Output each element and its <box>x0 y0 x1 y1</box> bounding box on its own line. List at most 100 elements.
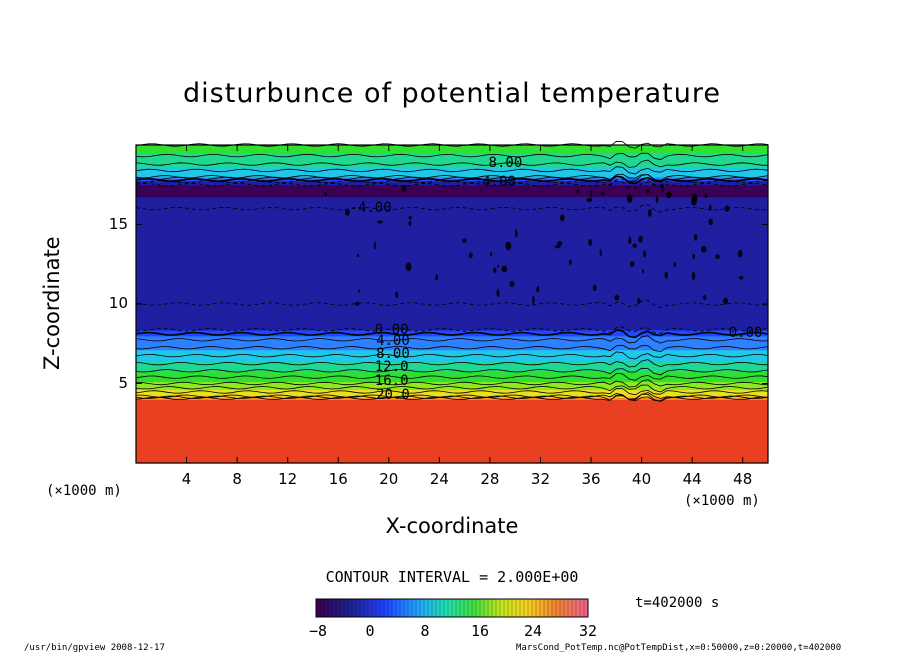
field-band <box>136 278 768 281</box>
speckle-contour <box>509 281 515 288</box>
field-band <box>136 429 768 432</box>
speckle-contour <box>709 204 712 211</box>
speckle-contour <box>408 220 412 227</box>
field-band <box>136 300 768 303</box>
field-band <box>136 379 768 383</box>
speckle-contour <box>462 238 467 243</box>
field-band <box>136 282 768 285</box>
field-band <box>136 280 768 283</box>
field-band <box>136 375 768 379</box>
contour-line <box>135 152 769 161</box>
field-band <box>136 194 768 198</box>
field-band <box>136 164 768 168</box>
field-band <box>136 192 768 196</box>
contour-line <box>135 204 769 213</box>
x-tick-label: 8 <box>232 470 242 488</box>
field-band <box>136 445 768 448</box>
field-band <box>136 321 768 325</box>
field-band <box>136 369 768 373</box>
field-band <box>136 246 768 249</box>
speckle-contour <box>599 249 602 257</box>
colorbar-stripes <box>319 599 585 617</box>
x-tick-label: 28 <box>480 470 500 488</box>
field-band <box>136 319 768 323</box>
field-band <box>136 172 768 176</box>
x-unit-right: (×1000 m) <box>684 493 760 509</box>
field-band <box>136 186 768 190</box>
speckle-contour <box>576 189 580 194</box>
field-band <box>136 272 768 275</box>
field-band <box>136 234 768 238</box>
x-axis-label: X-coordinate <box>385 514 519 538</box>
field-band <box>136 254 768 257</box>
field-band <box>136 367 768 371</box>
speckle-contour <box>691 271 696 281</box>
field-band <box>136 373 768 377</box>
field-band <box>136 240 768 243</box>
field-band <box>136 387 768 391</box>
speckle-contour <box>626 194 633 203</box>
field-band <box>136 449 768 452</box>
field-band <box>136 441 768 444</box>
field-band <box>136 270 768 273</box>
field-band <box>136 148 768 152</box>
speckle-contour <box>373 241 376 250</box>
speckle-contour <box>737 249 743 258</box>
field-band <box>136 224 768 228</box>
field-band <box>136 329 768 333</box>
speckle-contour <box>408 215 412 220</box>
contour-line <box>135 335 769 344</box>
field-band <box>136 158 768 162</box>
speckle-contour <box>628 236 632 245</box>
field-band <box>136 401 768 404</box>
field-band <box>136 455 768 458</box>
field-band <box>136 351 768 355</box>
field-band <box>136 311 768 315</box>
field-band <box>136 264 768 267</box>
field-band <box>136 188 768 192</box>
colorbar-tick-label: −8 <box>308 622 328 640</box>
speckle-contour <box>588 238 593 247</box>
field-band <box>136 178 768 182</box>
field-band <box>136 371 768 375</box>
field-band <box>136 226 768 230</box>
speckle-contour <box>715 254 720 259</box>
field-band <box>136 290 768 293</box>
contour-lines <box>135 140 769 402</box>
field-band <box>136 166 768 170</box>
contour-label: 20.0 <box>376 387 410 404</box>
contour-line <box>135 384 769 393</box>
speckle-contour <box>664 271 669 279</box>
field-band <box>136 220 768 224</box>
field-band <box>136 347 768 351</box>
contour-line <box>135 393 769 402</box>
field-band <box>136 363 768 367</box>
x-ticks <box>186 145 744 463</box>
field-band <box>136 274 768 277</box>
field-band <box>136 208 768 212</box>
field-band <box>136 423 768 426</box>
contour-line <box>135 329 769 339</box>
speckle-contour <box>345 208 350 216</box>
field-band <box>136 317 768 321</box>
field-band <box>136 292 768 295</box>
speckle-contour <box>401 184 407 193</box>
speckle-contour <box>642 268 645 274</box>
speckle-contour <box>514 229 518 238</box>
speckle-contour <box>632 243 638 248</box>
x-tick-label: 24 <box>429 470 449 488</box>
contour-line <box>135 359 769 368</box>
field-band <box>136 304 768 307</box>
field-band <box>136 393 768 397</box>
speckle-contour <box>703 294 707 300</box>
speckle-contour <box>355 301 360 307</box>
contour-label: 8.00 <box>376 345 410 362</box>
speckle-contour <box>501 265 508 273</box>
contour-interval-text: CONTOUR INTERVAL = 2.000E+00 <box>325 568 579 586</box>
field-band <box>136 296 768 299</box>
field-band <box>136 182 768 186</box>
field-band <box>136 238 768 241</box>
contour-label: 16.0 <box>374 372 409 389</box>
field-band <box>136 419 768 422</box>
field-band <box>136 313 768 317</box>
